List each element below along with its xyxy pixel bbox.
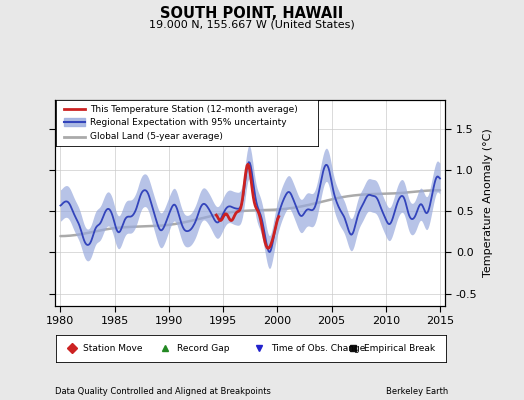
Text: Regional Expectation with 95% uncertainty: Regional Expectation with 95% uncertaint… bbox=[90, 118, 287, 126]
Text: Global Land (5-year average): Global Land (5-year average) bbox=[90, 132, 223, 141]
Text: 19.000 N, 155.667 W (United States): 19.000 N, 155.667 W (United States) bbox=[149, 19, 354, 29]
Text: Time of Obs. Change: Time of Obs. Change bbox=[271, 344, 365, 353]
Text: Data Quality Controlled and Aligned at Breakpoints: Data Quality Controlled and Aligned at B… bbox=[55, 387, 271, 396]
Text: Record Gap: Record Gap bbox=[177, 344, 230, 353]
Text: This Temperature Station (12-month average): This Temperature Station (12-month avera… bbox=[90, 105, 298, 114]
Y-axis label: Temperature Anomaly (°C): Temperature Anomaly (°C) bbox=[483, 129, 493, 277]
Text: Station Move: Station Move bbox=[83, 344, 143, 353]
Text: Berkeley Earth: Berkeley Earth bbox=[386, 387, 448, 396]
Text: Empirical Break: Empirical Break bbox=[365, 344, 435, 353]
Text: SOUTH POINT, HAWAII: SOUTH POINT, HAWAII bbox=[160, 6, 343, 21]
